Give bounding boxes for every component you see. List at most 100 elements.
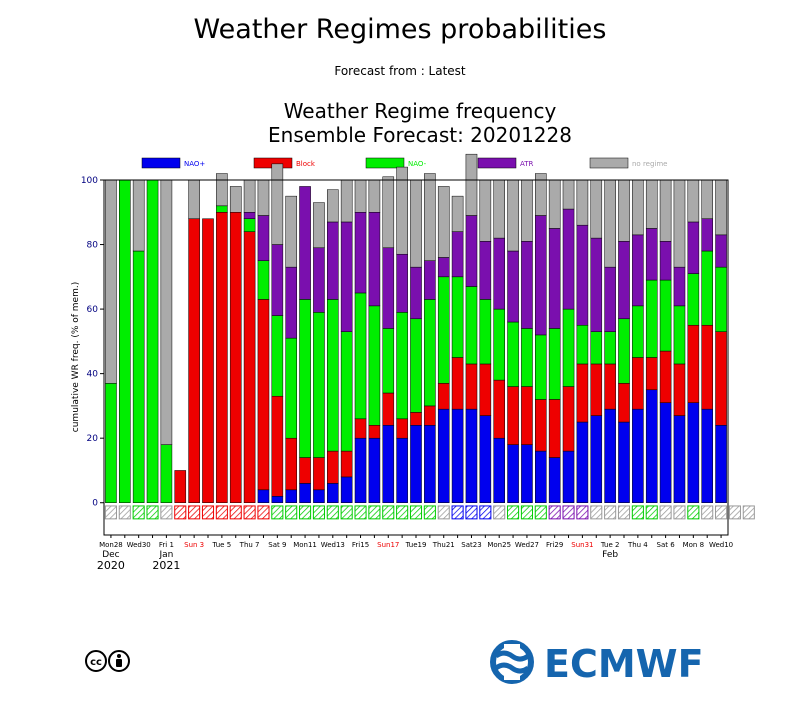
indicator-day-38: [631, 505, 644, 520]
bar-nao-minus-day-31: [535, 334, 547, 400]
bar-block-day-11: [257, 299, 270, 491]
bar-no-regime-day-28: [493, 179, 505, 239]
bar-nao-minus-day-18: [354, 292, 367, 420]
bar-atr-day-39: [645, 228, 658, 281]
indicator-day-2: [132, 505, 145, 520]
bar-atr-day-28: [493, 237, 505, 310]
indicator-day-8: [215, 505, 228, 520]
bar-block-day-31: [535, 399, 547, 452]
legend-swatch-no-regime: [589, 157, 629, 169]
bar-block-day-19: [368, 425, 381, 439]
chart-title: Weather Regime frequency: [284, 99, 557, 123]
indicator-day-43: [701, 505, 714, 520]
bar-block-day-22: [410, 412, 422, 426]
x-tick-label: Fri15: [352, 541, 369, 549]
bar-no-regime-day-2: [132, 179, 145, 252]
bar-no-regime-day-33: [562, 179, 575, 210]
bar-no-regime-day-9: [229, 186, 242, 213]
bar-no-regime-day-12: [271, 163, 284, 245]
indicator-day-17: [340, 505, 353, 520]
bar-nao-minus-day-11: [257, 260, 270, 300]
y-tick-label: 100: [81, 176, 98, 186]
bar-nao-plus-day-41: [673, 415, 686, 503]
bar-no-regime-day-43: [701, 179, 713, 219]
bar-nao-plus-day-11: [257, 489, 270, 503]
bar-no-regime-day-24: [437, 186, 450, 258]
bar-block-day-9: [229, 212, 242, 503]
bar-block-day-37: [618, 383, 630, 423]
x-tick-label: Thu 4: [627, 541, 648, 549]
bar-nao-plus-day-22: [410, 425, 422, 503]
bar-nao-plus-day-39: [645, 389, 658, 503]
legend-label-nao-plus: NAO+: [184, 160, 205, 168]
bar-nao-minus-day-4: [160, 444, 173, 503]
bar-nao-minus-day-3: [146, 179, 159, 503]
bar-nao-plus-day-15: [313, 489, 325, 503]
bar-nao-plus-day-37: [618, 421, 630, 503]
bar-block-day-42: [687, 324, 700, 403]
bar-atr-day-40: [659, 241, 672, 281]
indicator-row: [104, 505, 755, 520]
y-tick-label: 20: [87, 434, 99, 444]
bar-no-regime-day-13: [285, 195, 297, 268]
bar-no-regime-day-34: [576, 179, 589, 226]
bar-no-regime-day-0: [105, 179, 117, 384]
indicator-day-23: [423, 505, 436, 520]
indicator-day-9: [229, 505, 242, 520]
bar-nao-minus-day-29: [507, 321, 519, 387]
bar-atr-day-21: [396, 253, 408, 313]
x-tick-label: Mon11: [293, 541, 317, 549]
bar-atr-day-35: [590, 237, 603, 332]
indicator-day-19: [368, 505, 381, 520]
bar-nao-minus-day-44: [715, 266, 727, 332]
creative-commons-icon: cc: [85, 650, 130, 672]
bar-no-regime-day-25: [451, 195, 464, 232]
bar-block-day-25: [451, 357, 464, 410]
bar-no-regime-day-22: [410, 179, 422, 268]
bar-atr-day-30: [521, 241, 533, 329]
x-tick-label: Mon25: [487, 541, 511, 549]
x-axis: Mon28 Wed30 Fri 1 Sun 3 Tue 5 Thu 7 Sat 9 Mon11…: [97, 535, 733, 572]
bar-atr-day-12: [271, 244, 284, 316]
bar-nao-plus-day-31: [535, 450, 547, 503]
bar-atr-day-23: [424, 260, 436, 300]
bar-nao-minus-day-14: [299, 299, 311, 458]
bar-atr-day-10: [243, 212, 256, 219]
bar-nao-plus-day-26: [465, 408, 478, 503]
bar-no-regime-day-36: [604, 179, 616, 268]
bar-block-day-43: [701, 324, 713, 410]
bar-nao-minus-day-10: [243, 218, 256, 232]
y-tick-label: 0: [92, 499, 98, 509]
indicator-day-16: [326, 505, 339, 520]
x-tick-label: Sat 9: [268, 541, 286, 549]
bar-atr-day-36: [604, 266, 616, 332]
bar-atr-day-41: [673, 266, 686, 307]
bar-nao-minus-day-24: [437, 276, 450, 384]
bar-block-day-28: [493, 379, 505, 439]
x-tick-label: Fri29: [546, 541, 563, 549]
bar-block-day-36: [604, 363, 616, 410]
indicator-day-26: [465, 505, 478, 520]
indicator-day-28: [493, 505, 506, 520]
bar-nao-plus-day-38: [632, 408, 644, 503]
bar-block-day-15: [313, 457, 325, 491]
bar-atr-day-22: [410, 266, 422, 320]
bar-block-day-14: [299, 457, 311, 484]
indicator-day-4: [160, 505, 173, 520]
bar-block-day-24: [437, 383, 450, 410]
x-tick-label: Tue 5: [212, 541, 232, 549]
legend-label-block: Block: [296, 160, 316, 168]
bar-nao-minus-day-23: [424, 299, 436, 407]
x-tick-label: Wed10: [709, 541, 733, 549]
indicator-day-0: [104, 505, 117, 520]
bar-no-regime-day-27: [479, 179, 492, 242]
bar-atr-day-15: [313, 247, 325, 313]
bar-nao-plus-day-24: [437, 408, 450, 503]
bar-block-day-5: [174, 470, 187, 503]
x-tick-label: Mon28: [99, 541, 123, 549]
svg-text:cc: cc: [90, 657, 102, 668]
x-tick-label: Thu 7: [239, 541, 260, 549]
bar-nao-plus-day-34: [576, 421, 589, 503]
bar-block-day-29: [507, 386, 519, 445]
indicator-day-22: [409, 505, 423, 520]
